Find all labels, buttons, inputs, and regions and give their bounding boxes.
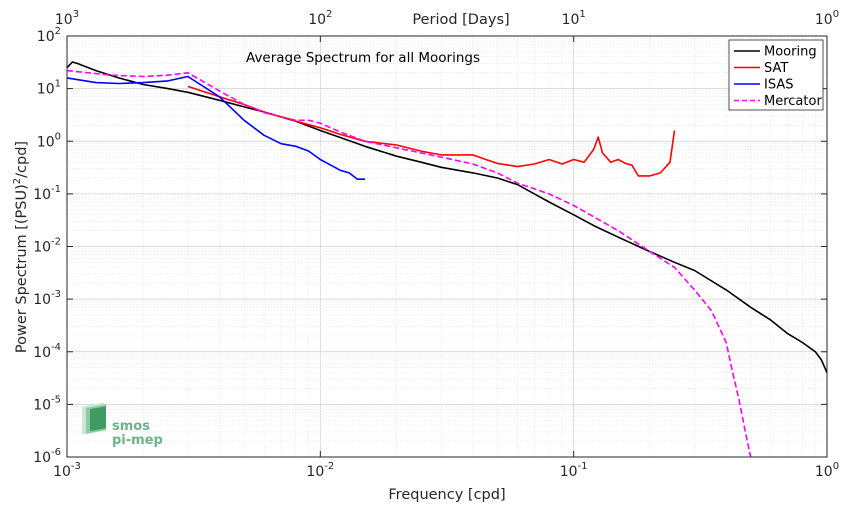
- y-tick-label: 10-1: [33, 184, 61, 203]
- y-axis-label: Power Spectrum [(PSU)2/cpd]: [12, 141, 30, 353]
- logo-line1: smos: [112, 419, 150, 434]
- y-tick-label: 102: [37, 26, 61, 45]
- y-tick-label: 101: [37, 79, 61, 98]
- x-tick-label: 100: [815, 461, 839, 480]
- y-tick-label: 10-6: [33, 447, 61, 466]
- smos-pimep-logo: smos pi-mep: [82, 402, 163, 448]
- y-tick-label: 10-5: [33, 394, 61, 413]
- series-line-isas: [66, 75, 365, 180]
- logo-mark-front: [90, 406, 106, 432]
- x-tick-label: 10-1: [560, 461, 588, 480]
- x-tick-label: 10-3: [53, 461, 81, 480]
- legend-label-mercator: Mercator: [764, 94, 822, 109]
- x2-tick-label: 102: [308, 9, 332, 28]
- x2-tick-label: 101: [562, 9, 586, 28]
- legend-label-sat: SAT: [764, 61, 788, 76]
- y-axis-label-sup: 2: [12, 178, 23, 184]
- chart-title: Average Spectrum for all Moorings: [246, 50, 480, 66]
- series-layer: [66, 61, 828, 458]
- logo-line2: pi-mep: [112, 433, 163, 448]
- x2-axis-label: Period [Days]: [412, 12, 509, 28]
- series-line-mercator: [66, 69, 752, 458]
- y-tick-label: 10-2: [33, 237, 61, 256]
- y-axis-label-tail: /cpd]: [14, 141, 30, 178]
- x2-tick-label: 103: [55, 9, 79, 28]
- series-line-sat: [187, 85, 676, 177]
- y-axis-label-main: Power Spectrum [(PSU): [14, 184, 30, 353]
- x2-tick-label: 100: [815, 9, 839, 28]
- y-tick-label: 10-3: [33, 289, 61, 308]
- x-axis-label: Frequency [cpd]: [388, 487, 505, 503]
- y-tick-label: 10-4: [33, 342, 61, 361]
- legend-label-isas: ISAS: [764, 78, 793, 93]
- y-tick-label: 100: [37, 131, 61, 150]
- x-tick-label: 10-2: [306, 461, 334, 480]
- series-line-mooring: [66, 61, 828, 374]
- legend-label-mooring: Mooring: [764, 45, 817, 60]
